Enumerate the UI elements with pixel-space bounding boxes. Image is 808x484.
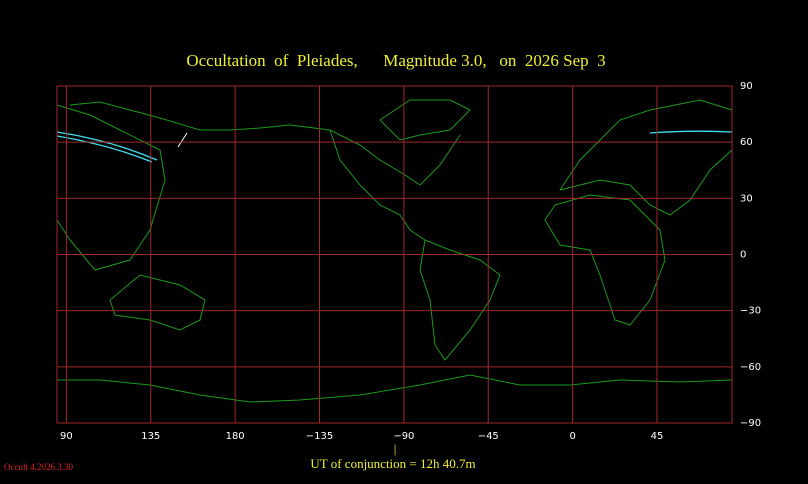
map-title: Occultation of Pleiades, Magnitude 3.0, … bbox=[186, 51, 605, 70]
y-tick-label: 90 bbox=[740, 81, 753, 92]
x-tick-label: 0 bbox=[569, 431, 575, 442]
y-tick-label: −30 bbox=[740, 306, 761, 317]
map-frame bbox=[56, 85, 733, 424]
track bbox=[649, 130, 733, 134]
occultation-tracks bbox=[56, 130, 733, 163]
conjunction-time: UT of conjunction = 12h 40.7m bbox=[310, 456, 475, 471]
x-tick-label: −45 bbox=[478, 431, 499, 442]
track bbox=[56, 135, 153, 163]
coastline bbox=[57, 374, 733, 403]
axes: 90 135 180 −135 −90 −45 0 45 90 60 30 0 −30 −60 −90 bbox=[57, 81, 761, 442]
x-tick-label: 180 bbox=[226, 431, 245, 442]
coastlines bbox=[56, 99, 733, 403]
y-tick-label: −90 bbox=[740, 418, 761, 429]
y-tick-label: 60 bbox=[740, 137, 753, 148]
coastline bbox=[329, 129, 426, 241]
x-tick-label: 135 bbox=[141, 431, 160, 442]
coastline bbox=[419, 239, 501, 361]
coastline bbox=[544, 194, 666, 326]
version: Occult 4.2026.3.30 bbox=[4, 462, 73, 472]
coastline bbox=[379, 99, 471, 141]
y-tick-label: −60 bbox=[740, 362, 761, 373]
y-tick-label: 30 bbox=[740, 193, 753, 204]
x-tick-label: 45 bbox=[651, 431, 664, 442]
coastline bbox=[56, 104, 166, 271]
x-tick-label: −90 bbox=[393, 431, 414, 442]
coastline bbox=[69, 101, 461, 186]
track bbox=[56, 131, 158, 161]
conjunction-marker: | bbox=[394, 441, 397, 456]
track-end bbox=[177, 132, 188, 148]
coastline bbox=[109, 274, 206, 331]
x-tick-label: 90 bbox=[60, 431, 73, 442]
x-tick-label: −135 bbox=[306, 431, 333, 442]
y-tick-label: 0 bbox=[740, 250, 746, 261]
